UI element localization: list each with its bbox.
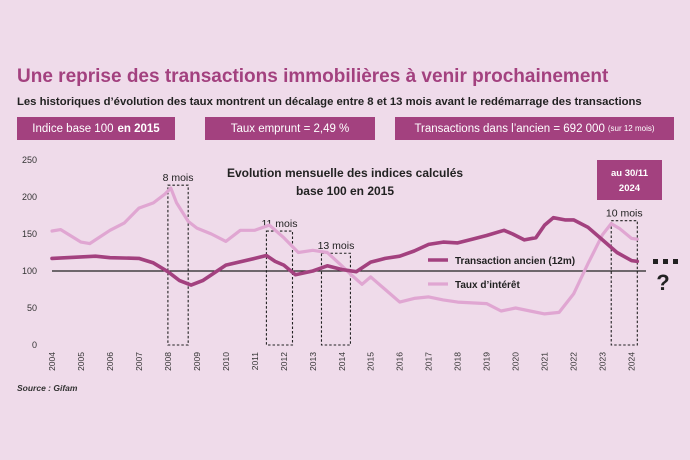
page-title: Une reprise des transactions immobilière… — [17, 66, 609, 87]
rate-badge: Taux emprunt = 2,49 % — [205, 117, 375, 140]
transactions-note: (sur 12 mois) — [607, 124, 655, 133]
date-box-line2: 2024 — [619, 183, 641, 194]
y-tick-label: 50 — [27, 303, 37, 313]
legend-label-transaction: Transaction ancien (12m) — [455, 256, 575, 267]
x-tick-label: 2016 — [395, 352, 405, 371]
question-mark: ? — [656, 270, 669, 295]
lag-box — [610, 220, 638, 346]
y-tick-label: 250 — [22, 155, 37, 165]
x-tick-label: 2021 — [540, 352, 550, 371]
legend-label-taux: Taux d’intérêt — [455, 280, 520, 291]
x-tick-label: 2023 — [598, 352, 608, 371]
date-box — [597, 160, 662, 200]
x-tick-label: 2022 — [569, 352, 579, 371]
page-subtitle: Les historiques d’évolution des taux mon… — [17, 96, 642, 108]
y-tick-label: 200 — [22, 192, 37, 202]
rate-text: Taux emprunt = 2,49 % — [230, 122, 350, 135]
x-tick-label: 2024 — [627, 352, 637, 371]
series-line-transaction-ancien — [50, 215, 640, 287]
lag-box-label: 10 mois — [606, 208, 643, 220]
x-tick-label: 2013 — [308, 352, 318, 371]
date-box-line1: au 30/11 — [611, 168, 649, 179]
chart-title-line2: base 100 en 2015 — [296, 184, 394, 198]
lag-box — [265, 230, 294, 346]
x-tick-label: 2014 — [337, 352, 347, 371]
x-tick-label: 2011 — [250, 352, 260, 371]
x-tick-label: 2005 — [76, 352, 86, 371]
lag-box — [167, 184, 189, 346]
x-tick-label: 2007 — [134, 352, 144, 371]
base-index-text: Indice base 100 — [32, 122, 114, 135]
x-tick-label: 2019 — [482, 352, 492, 371]
x-tick-label: 2004 — [47, 352, 57, 371]
x-tick-label: 2010 — [221, 352, 231, 371]
transactions-badge: Transactions dans l’ancien = 692 000 (su… — [395, 117, 674, 140]
x-tick-label: 2012 — [279, 352, 289, 371]
y-tick-label: 150 — [22, 229, 37, 239]
base-index-badge: Indice base 100 en 2015 — [17, 117, 175, 140]
source-note: Source : Gifam — [17, 383, 78, 393]
x-tick-label: 2015 — [366, 352, 376, 371]
x-tick-label: 2006 — [105, 352, 115, 371]
ellipsis-dots — [653, 259, 678, 264]
transactions-text: Transactions dans l’ancien = 692 000 — [414, 122, 605, 135]
y-tick-label: 100 — [22, 266, 37, 276]
x-tick-label: 2018 — [453, 352, 463, 371]
x-tick-label: 2020 — [511, 352, 521, 371]
x-tick-label: 2017 — [424, 352, 434, 371]
lag-box-label: 11 mois — [261, 218, 297, 230]
chart-title-line1: Evolution mensuelle des indices calculés — [227, 166, 463, 180]
x-tick-label: 2008 — [163, 352, 173, 371]
lag-box — [320, 252, 351, 346]
y-tick-label: 0 — [32, 340, 37, 350]
x-tick-label: 2009 — [192, 352, 202, 371]
lag-box-label: 13 mois — [318, 240, 355, 252]
series-line-taux-interet — [50, 186, 639, 316]
lag-box-label: 8 mois — [163, 172, 194, 184]
base-index-bold: en 2015 — [117, 122, 160, 135]
